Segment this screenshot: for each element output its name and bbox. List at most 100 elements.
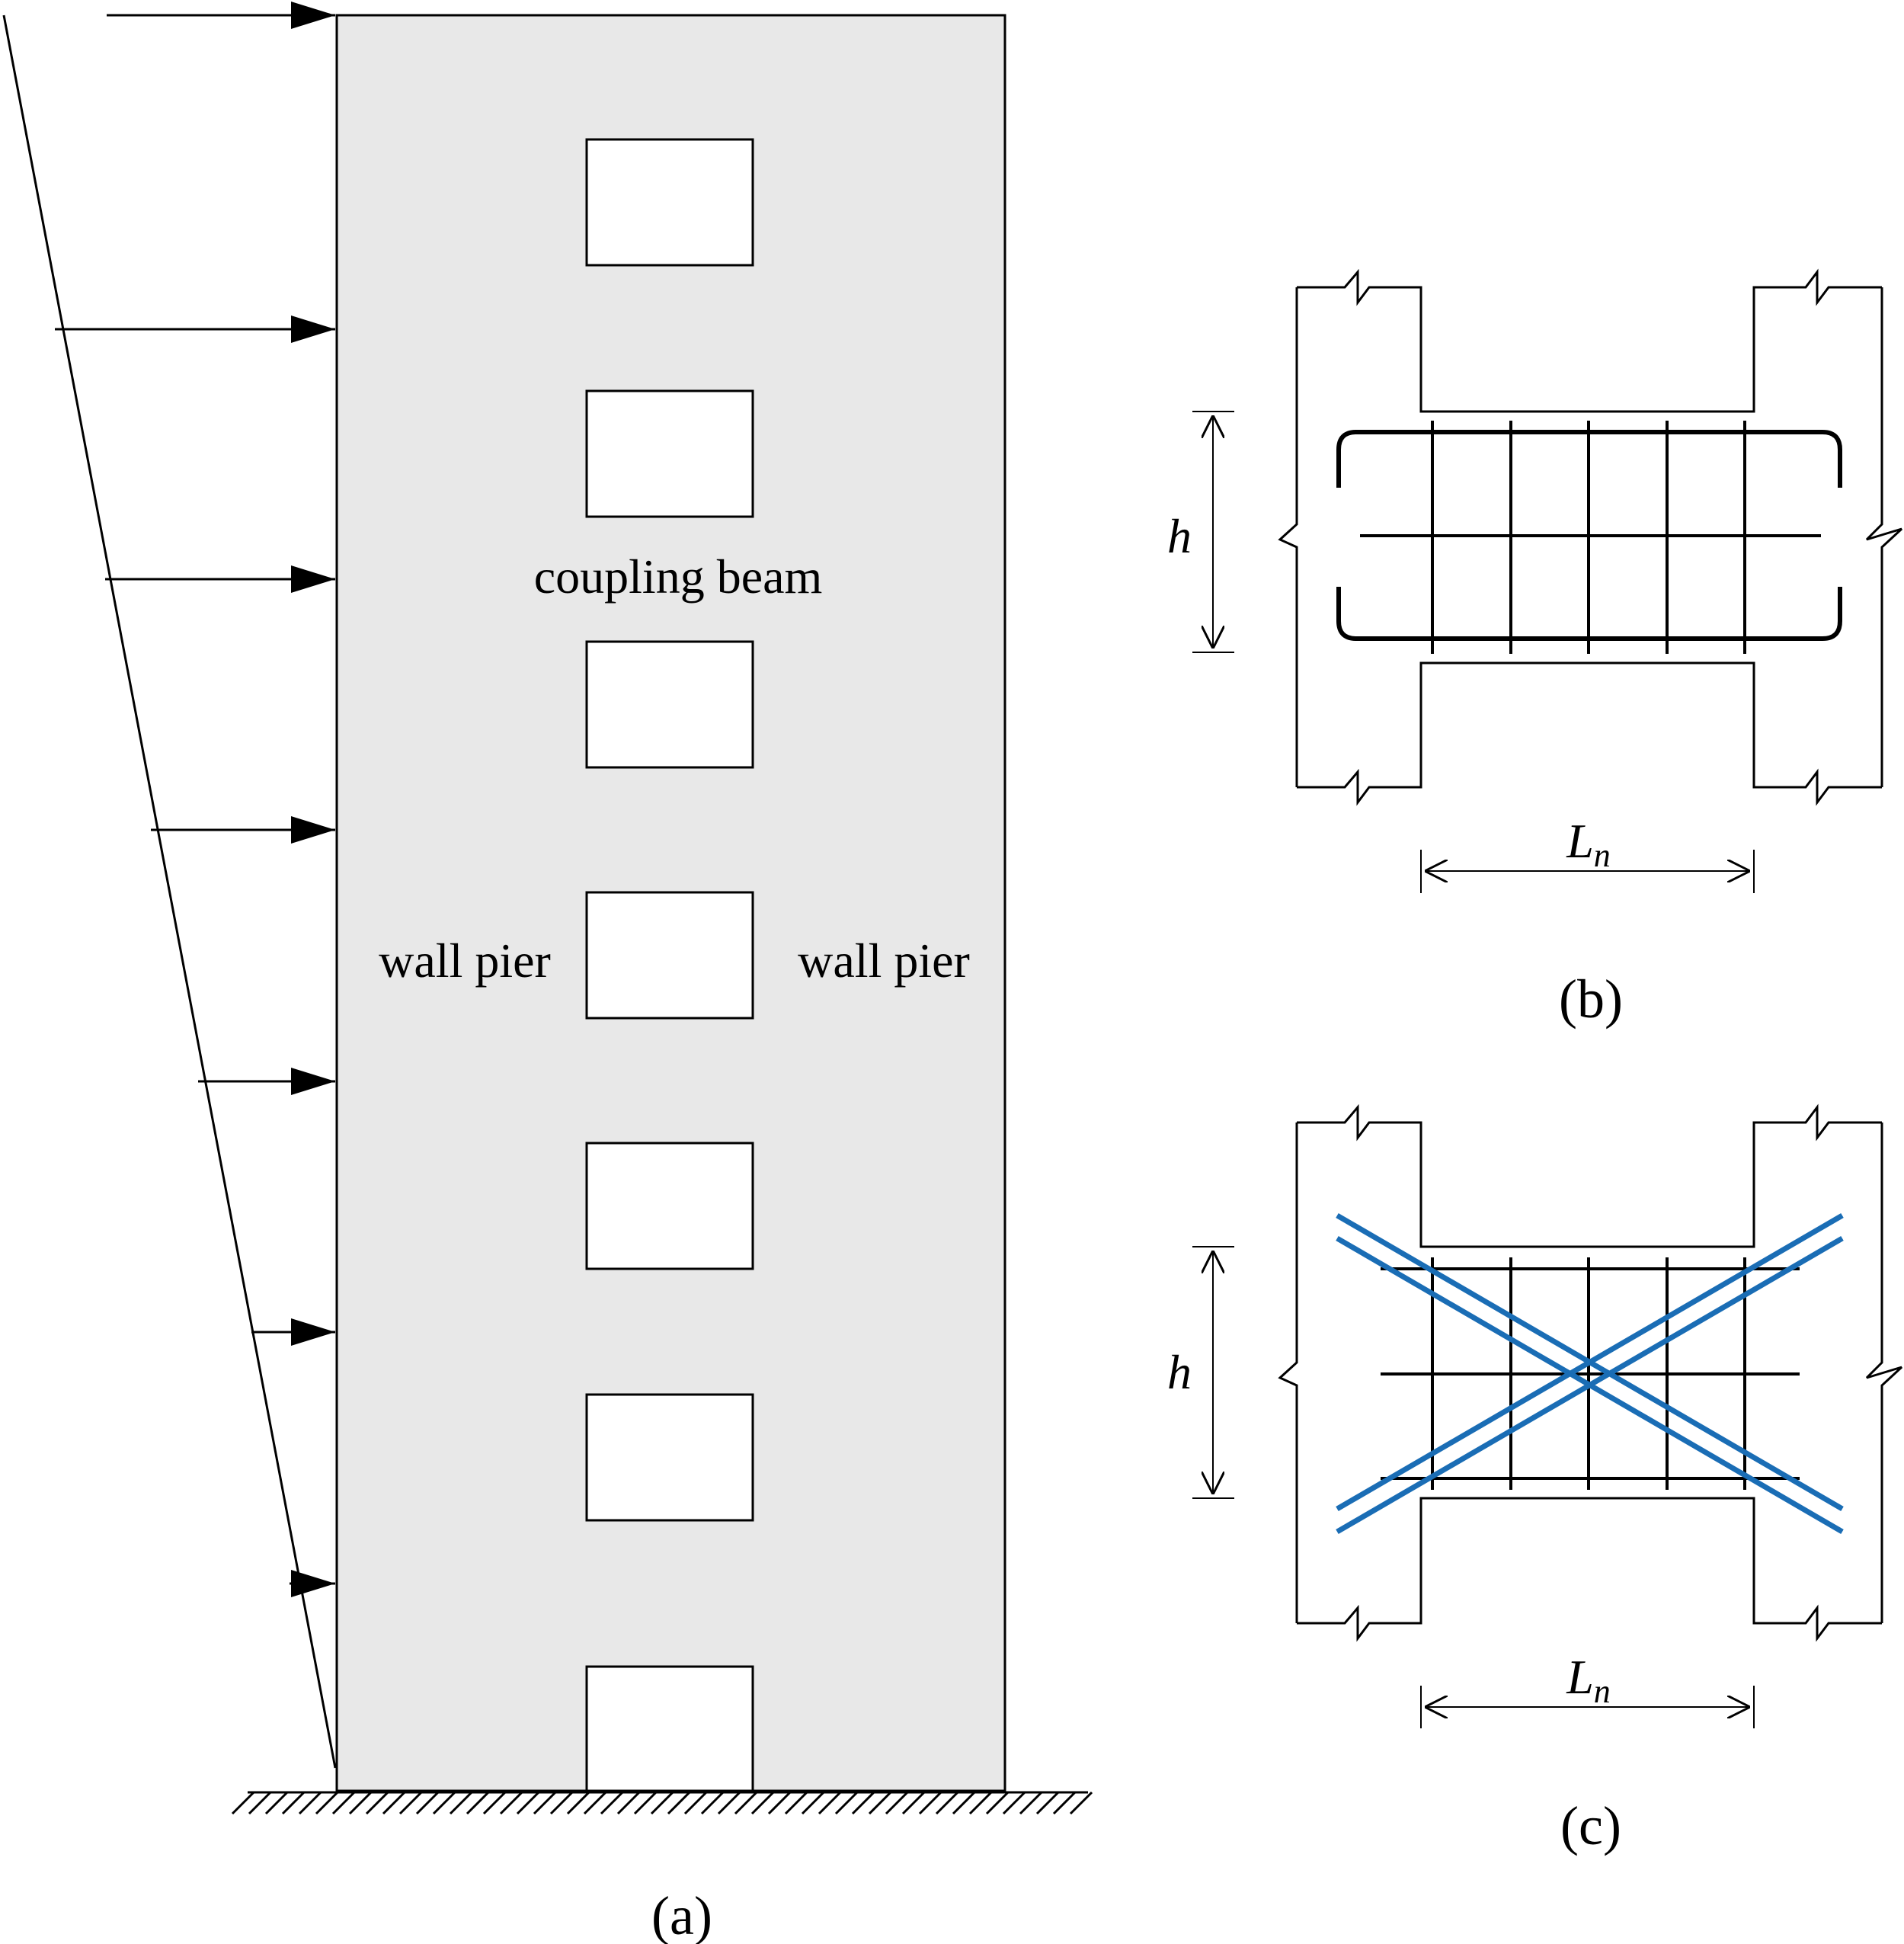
span-dimension: [1420, 850, 1755, 893]
arrowhead: [291, 1318, 335, 1346]
ground-hatch-line: [1019, 1791, 1043, 1815]
ground-hatch-line: [365, 1791, 389, 1815]
ground-hatch-line: [1002, 1791, 1026, 1815]
panel-a: coupling beam wall pier wall pier (a): [2, 2, 1093, 1944]
ground-hatch-line: [281, 1791, 306, 1815]
ground-hatch-line: [935, 1791, 959, 1815]
ground-hatch-line: [616, 1791, 641, 1815]
ground-hatch-line: [432, 1791, 456, 1815]
ground-hatch-line: [298, 1791, 322, 1815]
lateral-load-profile: [2, 14, 337, 1769]
arrowhead: [291, 816, 335, 844]
ground-hatch-line: [600, 1791, 624, 1815]
pier-bottom-outline: [1297, 1497, 1882, 1642]
ground-hatch-line: [231, 1791, 255, 1815]
coupling-beam-label: coupling beam: [534, 549, 823, 604]
ground-hatch-line: [583, 1791, 607, 1815]
ground-hatch-line: [331, 1791, 356, 1815]
ground-hatch-line: [533, 1791, 557, 1815]
opening: [585, 891, 754, 1020]
ground-hatch-line: [1035, 1791, 1060, 1815]
ground-hatch-line: [667, 1791, 691, 1815]
left-pier-edge: [1278, 1123, 1298, 1623]
opening: [585, 138, 754, 267]
ground-hatch-line: [734, 1791, 758, 1815]
opening: [585, 640, 754, 769]
ground-hatch-line: [851, 1791, 875, 1815]
arrowhead: [291, 2, 335, 29]
ground-hatch-line: [801, 1791, 825, 1815]
panel-c: [1192, 1103, 1903, 1728]
ground-hatch-line: [885, 1791, 909, 1815]
ground-hatch-line: [348, 1791, 373, 1815]
caption-a: (a): [651, 1885, 712, 1944]
height-dimension: [1192, 411, 1234, 653]
ground-hatch-line: [248, 1791, 272, 1815]
wall-pier-right-label: wall pier: [798, 934, 970, 988]
ground-hatch-line: [382, 1791, 406, 1815]
ground-hatch-line: [398, 1791, 423, 1815]
ground-hatch-line: [868, 1791, 892, 1815]
pier-top-outline: [1297, 1103, 1882, 1248]
ground-hatch-line: [901, 1791, 926, 1815]
opening: [585, 1142, 754, 1270]
ground-hatch-line: [650, 1791, 674, 1815]
span-label-c: Ln: [1566, 1650, 1611, 1710]
arrowheads: [291, 2, 335, 1597]
span-label-main: L: [1566, 1650, 1594, 1704]
ground-hatch-line: [566, 1791, 590, 1815]
opening: [585, 389, 754, 518]
span-label-b: Ln: [1566, 814, 1611, 874]
span-label-main: L: [1566, 814, 1594, 868]
ground-hatch-line: [466, 1791, 490, 1815]
arrowhead: [291, 1570, 335, 1597]
caption-b: (b): [1559, 969, 1623, 1030]
ground-hatch-line: [784, 1791, 808, 1815]
ground-hatch-line: [415, 1791, 440, 1815]
ground-hatch-line: [449, 1791, 473, 1815]
right-pier-edge: [1865, 287, 1903, 787]
ground-hatch-line: [767, 1791, 792, 1815]
ground-hatch-line: [264, 1791, 289, 1815]
ground-support: [231, 1791, 1093, 1815]
ground-hatch-line: [1069, 1791, 1093, 1815]
lateral-load-arrows: [55, 13, 335, 1585]
ground-hatch-line: [750, 1791, 775, 1815]
ground-hatch-line: [516, 1791, 540, 1815]
ground-hatch-line: [700, 1791, 725, 1815]
ground-hatch-line: [549, 1791, 574, 1815]
left-pier-outline: [1297, 268, 1882, 413]
ground-hatch-line: [499, 1791, 523, 1815]
ground-hatch-line: [315, 1791, 339, 1815]
right-pier-edge: [1865, 1123, 1903, 1623]
wall-openings: [585, 138, 754, 1792]
pier-bottom-outline: [1297, 661, 1882, 806]
height-dimension: [1192, 1246, 1234, 1499]
arrowhead: [291, 1068, 335, 1095]
span-dimension: [1420, 1686, 1755, 1728]
wall-pier-left-label: wall pier: [379, 934, 551, 988]
ground-hatch-line: [1052, 1791, 1077, 1815]
diagonal-rebar: [1336, 1212, 1844, 1535]
height-label-b: h: [1167, 509, 1192, 563]
panel-b: [1192, 268, 1903, 893]
arrowhead: [291, 315, 335, 343]
ground-hatch-line: [834, 1791, 859, 1815]
height-label-c: h: [1167, 1345, 1192, 1399]
ground-hatch-line: [918, 1791, 942, 1815]
arrowhead: [291, 565, 335, 593]
stirrups: [1431, 421, 1746, 654]
span-label-sub: n: [1594, 837, 1611, 874]
left-pier-edge: [1278, 287, 1298, 787]
ground-hatch-line: [717, 1791, 741, 1815]
caption-c: (c): [1560, 1795, 1621, 1856]
ground-hatch-line: [482, 1791, 507, 1815]
ground-hatch-line: [818, 1791, 842, 1815]
ground-hatch-line: [633, 1791, 658, 1815]
ground-hatch-line: [683, 1791, 708, 1815]
opening: [585, 1393, 754, 1522]
ground-hatch-line: [952, 1791, 976, 1815]
opening: [585, 1665, 754, 1792]
ground-hatch-line: [985, 1791, 1010, 1815]
